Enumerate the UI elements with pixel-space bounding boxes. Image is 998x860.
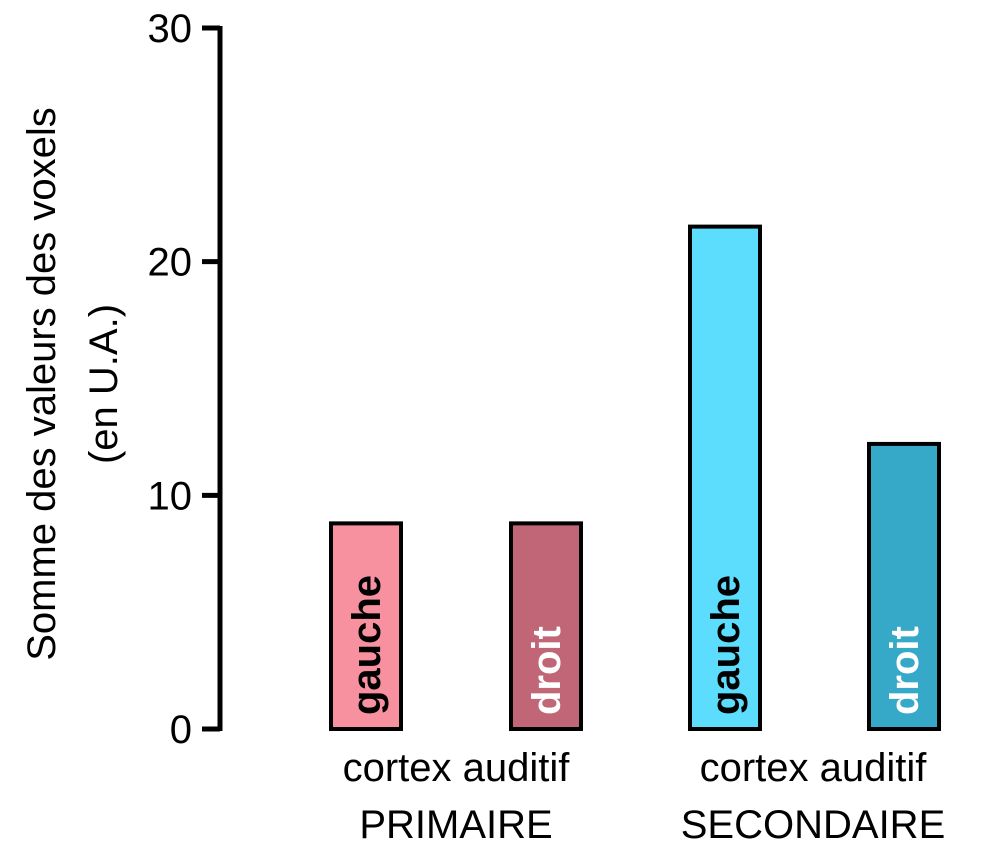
y-tick-label: 30	[148, 7, 193, 51]
bar-label: gauche	[704, 575, 748, 715]
y-axis-title: Somme des valeurs des voxels (en U.A.)	[20, 107, 126, 661]
y-axis-title-line1: Somme des valeurs des voxels	[20, 107, 64, 661]
bar-gauche	[329, 521, 403, 732]
bars: gauche droit gauche droit	[329, 224, 941, 732]
bar-droit	[509, 521, 583, 732]
group-label-line1: cortex auditif	[700, 746, 928, 790]
y-axis-ticks: 0 10 20 30	[148, 7, 220, 752]
y-tick-label: 10	[148, 474, 193, 518]
bar-droit	[867, 441, 941, 731]
bar-label: droit	[525, 626, 569, 715]
bar-gauche	[688, 224, 762, 731]
bar-label: droit	[883, 626, 927, 715]
y-tick-label: 20	[148, 241, 193, 285]
group-label-line1: cortex auditif	[343, 746, 571, 790]
bar-label: gauche	[345, 575, 389, 715]
y-axis-title-line2: (en U.A.)	[82, 304, 126, 464]
group-labels: cortex auditif PRIMAIRE cortex auditif SECO…	[343, 746, 946, 847]
y-tick-label: 0	[170, 708, 192, 752]
group-label-line2: PRIMAIRE	[359, 803, 552, 847]
group-label-line2: SECONDAIRE	[681, 803, 946, 847]
